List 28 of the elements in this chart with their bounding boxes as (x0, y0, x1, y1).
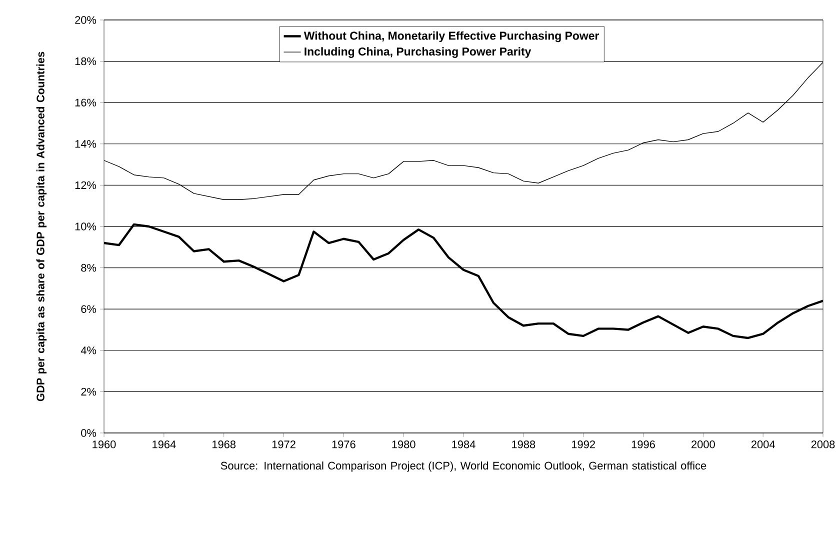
y-tick-label: 14% (75, 140, 96, 148)
y-tick-label: 2% (81, 388, 96, 396)
x-tick-label: 1980 (392, 440, 416, 448)
x-tick-label: 1984 (452, 440, 476, 448)
x-tick-label: 1972 (272, 440, 296, 448)
x-tick-label: 1988 (512, 440, 536, 448)
x-tick-label: 1964 (152, 440, 176, 448)
x-tick-label: 1996 (632, 440, 655, 448)
x-tick-label: 1968 (212, 440, 236, 448)
y-tick-label: 10% (75, 222, 96, 230)
x-tick-label: 2004 (751, 440, 775, 448)
y-tick-label: 4% (80, 346, 96, 354)
legend-label: Including China, Purchasing Power Parity (304, 47, 532, 58)
x-tick-label: 1992 (572, 440, 595, 448)
y-tick-label: 16% (75, 98, 96, 106)
y-tick-label: 6% (81, 305, 96, 313)
y-tick-label: 20% (75, 16, 96, 24)
x-tick-label: 2008 (811, 440, 835, 448)
x-tick-label: 1960 (92, 440, 116, 448)
x-tick-label: 2000 (692, 440, 715, 448)
y-tick-label: 0% (81, 429, 96, 437)
x-tick-label: 1976 (332, 440, 356, 448)
legend-label: Without China, Monetarily Effective Purchasing Power (304, 31, 600, 42)
y-tick-label: 8% (81, 264, 96, 272)
y-tick-label: 18% (75, 57, 96, 66)
source-note: Source: International Comparison Project (ICP), World Economic Outlook, German statistical office (220, 462, 706, 472)
y-tick-label: 12% (75, 181, 96, 190)
y-axis-title: GDP per capita as share of GDP per capita in Advanced Countries (36, 52, 47, 402)
